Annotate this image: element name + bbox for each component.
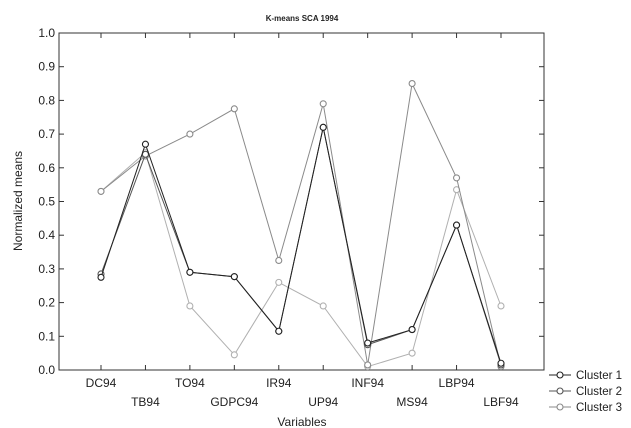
legend: Cluster 1 Cluster 2 Cluster 3 [549, 370, 622, 414]
legend-label: Cluster 2 [576, 386, 622, 398]
y-tick-label: 0.8 [38, 93, 55, 107]
data-point [408, 349, 416, 357]
data-point [186, 302, 194, 310]
y-axis-title: Normalized means [11, 151, 25, 251]
x-tick-label: MS94 [396, 395, 428, 409]
legend-swatch-marker [556, 371, 564, 379]
legend-label: Cluster 3 [576, 402, 622, 414]
data-point [275, 278, 283, 286]
x-tick-label: LBP94 [439, 376, 475, 390]
data-point [186, 268, 194, 276]
data-point [497, 359, 505, 367]
y-tick-label: 0.6 [38, 161, 55, 175]
data-point [364, 361, 372, 369]
y-tick-label: 1.0 [38, 26, 55, 40]
data-point [275, 327, 283, 335]
series-2 [97, 123, 505, 369]
x-tick-label: GDPC94 [210, 395, 258, 409]
data-point [141, 150, 149, 158]
data-point [319, 123, 327, 131]
data-point [453, 221, 461, 229]
chart-title: K-means SCA 1994 [266, 14, 339, 23]
data-point [230, 273, 238, 281]
data-point [230, 105, 238, 113]
x-tick-label: LBF94 [483, 395, 519, 409]
series-3 [97, 80, 505, 371]
y-tick-label: 0.3 [38, 262, 55, 276]
series-1 [97, 123, 505, 367]
x-tick-label: INF94 [351, 376, 384, 390]
data-point [275, 256, 283, 265]
y-tick-label: 0.2 [38, 296, 55, 310]
data-point [453, 174, 461, 182]
y-axis: 0.0 0.1 0.2 0.3 0.4 0.5 0.6 0.7 0.8 0.9 1.0 [38, 26, 544, 377]
y-tick-label: 0.4 [38, 228, 55, 242]
data-point [497, 302, 505, 310]
legend-swatch-marker [556, 387, 564, 395]
x-tick-label: IR94 [266, 376, 292, 390]
data-point [364, 339, 372, 347]
legend-label: Cluster 1 [576, 370, 622, 382]
legend-swatch-marker [556, 403, 564, 411]
x-tick-label: UP94 [308, 395, 338, 409]
data-point [230, 351, 238, 359]
data-point [186, 130, 194, 138]
data-point [97, 273, 105, 281]
x-tick-label: TB94 [131, 395, 160, 409]
data-point [141, 140, 149, 148]
data-point [319, 302, 327, 310]
x-axis-title: Variables [277, 415, 326, 428]
data-point [319, 100, 327, 108]
x-axis: DC94 TB94 TO94 GDPC94 IR94 UP94 INF94 MS94 LBP94… [86, 33, 519, 409]
y-tick-label: 0.7 [38, 127, 55, 141]
data-point [97, 187, 105, 195]
series-line [100, 81, 502, 367]
series-line [100, 151, 502, 368]
y-tick-label: 0.9 [38, 60, 55, 74]
plot-area-frame [58, 32, 545, 371]
data-point [408, 326, 416, 334]
x-tick-label: TO94 [175, 376, 205, 390]
series-line [100, 127, 502, 364]
y-tick-label: 0.5 [38, 195, 55, 209]
y-tick-label: 0.1 [38, 329, 55, 343]
y-tick-label: 0.0 [38, 363, 55, 377]
series-layer [97, 80, 505, 371]
data-point [408, 80, 416, 88]
x-tick-label: DC94 [86, 376, 117, 390]
